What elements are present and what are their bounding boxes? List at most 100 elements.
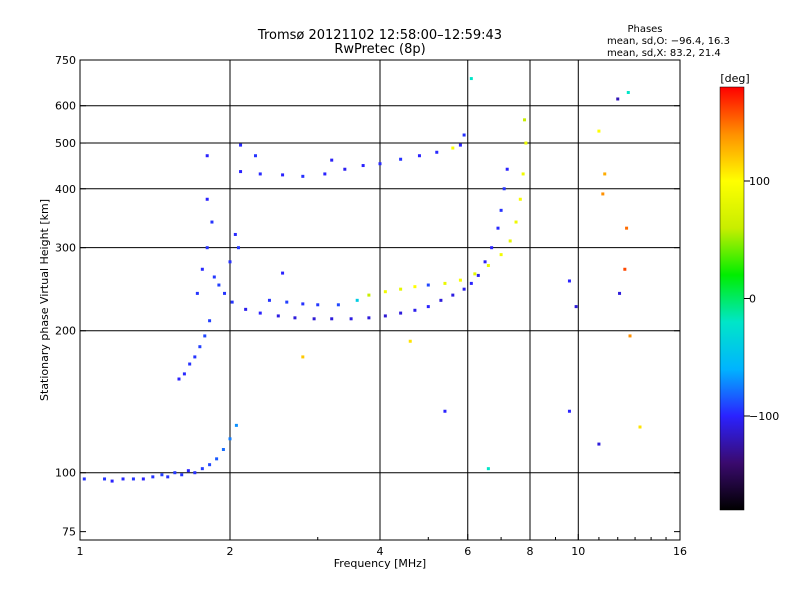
data-point [281,173,285,177]
data-point [469,281,473,285]
data-point [574,305,578,309]
data-point [473,272,477,276]
data-point [173,471,177,475]
data-point [228,437,232,441]
data-point [103,477,107,481]
data-point [323,172,327,176]
data-point [499,208,503,212]
data-point [180,473,184,477]
data-points [82,77,642,483]
colorbar-ticks: 100 0 −100 [744,175,779,423]
x-tick-label: 16 [673,545,687,558]
data-point [458,143,462,147]
colorbar-tick-label: 100 [749,175,770,188]
data-point [597,442,601,446]
chart-title: Tromsø 20121102 12:58:00–12:59:43 [257,28,502,43]
data-point [355,298,359,302]
data-point [496,226,500,230]
data-point [399,311,403,315]
data-point [638,425,642,429]
data-point [131,477,135,481]
data-point [458,278,462,282]
data-point [200,467,204,471]
data-point [208,319,212,323]
data-point [336,303,340,307]
data-point [399,157,403,161]
data-point [186,469,190,473]
data-point [205,246,209,250]
data-point [483,260,487,264]
data-point [193,471,197,475]
data-point [166,475,170,479]
data-point [343,167,347,171]
data-point [439,298,443,302]
data-point [301,174,305,178]
data-point [626,90,630,94]
data-point [567,409,571,413]
data-point [618,291,622,295]
data-point [188,362,192,366]
data-point [408,339,412,343]
x-tick-label: 10 [571,545,585,558]
colorbar-tick-label: 0 [749,293,756,306]
data-point [205,154,209,158]
y-axis-label: Stationary phase Virtual Height [km] [38,199,51,401]
data-point [435,150,439,154]
y-axis-ticks: 75 100 200 300 400 500 600 750 [55,54,680,539]
data-point [367,293,371,297]
data-point [623,267,627,271]
data-point [316,303,320,307]
data-point [451,293,455,297]
y-tick-label: 500 [55,137,76,150]
data-point [378,162,382,166]
data-point [486,467,490,471]
phase-stats-x: mean, sd,X: 83.2, 21.4 [607,48,721,59]
data-point [349,317,353,321]
data-point [469,77,473,81]
data-point [490,246,494,250]
data-point [330,317,334,321]
data-point [426,305,430,309]
data-point [258,311,262,315]
data-point [499,253,503,257]
data-point [151,475,155,479]
data-point [521,172,525,176]
data-point [82,477,86,481]
chart-subtitle: RwPretec (8p) [334,42,425,57]
data-point [443,409,447,413]
data-point [182,372,186,376]
data-point [212,275,216,279]
x-tick-label: 1 [77,545,84,558]
data-point [267,298,271,302]
data-point [597,129,601,133]
y-tick-label: 600 [55,100,76,113]
data-point [524,141,528,145]
data-point [293,316,297,320]
y-tick-label: 750 [55,54,76,67]
data-point [285,300,289,304]
x-tick-label: 8 [527,545,534,558]
data-point [121,477,125,481]
data-point [523,118,527,122]
data-point [195,291,199,295]
data-point [210,220,214,224]
x-tick-label: 2 [227,545,234,558]
data-point [301,355,305,359]
data-point [451,146,455,150]
data-point [462,133,466,137]
data-point [514,220,518,224]
data-point [312,317,316,321]
data-point [505,167,509,171]
data-point [239,170,243,174]
phase-stats-o: mean, sd,O: −96.4, 16.3 [607,36,730,47]
data-point [601,192,605,196]
data-point [215,457,219,461]
data-point [486,264,490,268]
x-tick-label: 4 [377,545,384,558]
data-point [239,143,243,147]
data-point [281,271,285,275]
data-point [200,267,204,271]
data-point [330,158,334,162]
colorbar [719,86,745,511]
data-point [518,197,522,201]
